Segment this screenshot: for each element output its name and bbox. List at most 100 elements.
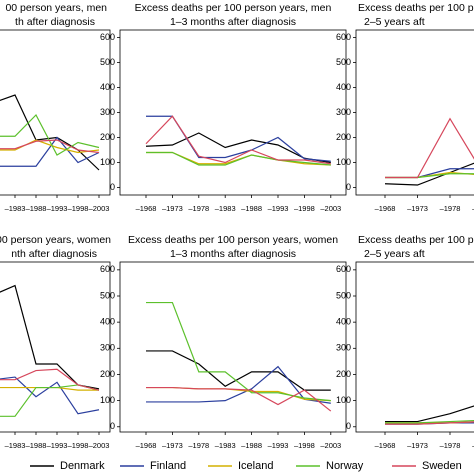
x-tick-label: –1993 (47, 204, 68, 213)
series-line (385, 421, 474, 425)
y-tick-label: 200 (100, 369, 115, 379)
x-tick-label: –1968 (136, 441, 157, 450)
x-tick-label: –1998 (294, 441, 315, 450)
series-line (0, 376, 100, 415)
series-line (385, 405, 474, 423)
x-tick-label: –1993 (47, 441, 68, 450)
plot-frame (0, 29, 111, 196)
x-tick-label: –1973 (407, 441, 428, 450)
series-line (146, 365, 331, 404)
series-line (385, 419, 474, 424)
series-line (0, 139, 100, 154)
y-tick-label: 100 (336, 395, 351, 405)
x-tick-label: –1988 (26, 441, 47, 450)
y-tick-label: 400 (336, 82, 351, 92)
x-tick-label: –1983 (472, 441, 474, 450)
legend-label: Norway (326, 460, 364, 472)
plot-frame (0, 261, 111, 433)
x-tick-label: –1988 (241, 441, 262, 450)
x-tick-label: –1978 (188, 204, 209, 213)
y-tick-label: 300 (336, 107, 351, 117)
chart-title: Excess deaths per 100 person years, wome… (128, 234, 338, 246)
chart-subtitle: 1–3 months after diagnosis (170, 16, 296, 28)
y-tick-label: 500 (100, 290, 115, 300)
x-tick-label: –1998 (294, 204, 315, 213)
legend-label: Denmark (60, 460, 105, 472)
y-tick-label: 400 (100, 317, 115, 327)
chart-title: Excess deaths per 100 p (358, 234, 474, 246)
chart-title: 00 person years, women (0, 234, 111, 246)
series-line (0, 136, 100, 167)
y-tick-label: 200 (100, 132, 115, 142)
y-tick-label: 300 (100, 343, 115, 353)
x-tick-label: –2003 (320, 204, 341, 213)
legend-label: Sweden (422, 460, 462, 472)
x-tick-label: –1968 (375, 441, 396, 450)
y-tick-label: 600 (100, 264, 115, 274)
series-line (0, 368, 100, 391)
x-tick-label: –1983 (5, 441, 26, 450)
x-tick-label: –1973 (162, 441, 183, 450)
y-tick-label: 0 (346, 182, 351, 192)
chart-subtitle: th after diagnosis (15, 16, 95, 28)
y-tick-label: 500 (336, 290, 351, 300)
x-tick-label: –1998 (68, 204, 89, 213)
chart-subtitle: 2–5 years aft (364, 16, 425, 28)
y-tick-label: 400 (100, 82, 115, 92)
y-tick-label: 600 (336, 32, 351, 42)
chart-subtitle: nth after diagnosis (11, 248, 97, 260)
y-tick-label: 100 (100, 395, 115, 405)
legend-label: Finland (150, 460, 186, 472)
plot-frame (119, 29, 347, 196)
y-tick-label: 600 (100, 32, 115, 42)
x-tick-label: –1988 (241, 204, 262, 213)
x-tick-label: –1983 (472, 204, 474, 213)
x-tick-label: –1998 (68, 441, 89, 450)
series-line (146, 151, 331, 166)
chart-title: Excess deaths per 100 person years, men (135, 2, 332, 14)
series-line (0, 113, 100, 156)
y-tick-label: 200 (336, 369, 351, 379)
y-tick-label: 200 (336, 132, 351, 142)
x-tick-label: –2003 (320, 441, 341, 450)
chart-title: 00 person years, men (5, 2, 107, 14)
x-tick-label: –1978 (440, 204, 461, 213)
y-tick-label: 100 (100, 157, 115, 167)
series-line (146, 350, 331, 391)
y-tick-label: 600 (336, 264, 351, 274)
y-tick-label: 400 (336, 317, 351, 327)
series-line (385, 117, 474, 179)
x-tick-label: –1978 (440, 441, 461, 450)
series-line (145, 132, 331, 164)
x-tick-label: –1973 (407, 204, 428, 213)
series-line (146, 301, 331, 402)
x-tick-label: –1983 (215, 204, 236, 213)
x-tick-label: –1988 (26, 204, 47, 213)
x-tick-label: –1983 (215, 441, 236, 450)
series-line (0, 139, 100, 154)
x-tick-label: –2003 (89, 441, 110, 450)
y-tick-label: 500 (100, 57, 115, 67)
x-tick-label: –2003 (89, 204, 110, 213)
chart-subtitle: 2–5 years aft (364, 248, 425, 260)
series-line (384, 162, 474, 186)
legend-label: Iceland (238, 460, 273, 472)
x-tick-label: –1993 (268, 441, 289, 450)
y-tick-label: 0 (346, 421, 351, 431)
x-tick-label: –1993 (268, 204, 289, 213)
chart-title: Excess deaths per 100 p (358, 2, 474, 14)
chart-subtitle: 1–3 months after diagnosis (170, 248, 296, 260)
y-tick-label: 300 (100, 107, 115, 117)
series-line (0, 94, 100, 171)
y-tick-label: 300 (336, 343, 351, 353)
y-tick-label: 0 (110, 182, 115, 192)
x-tick-label: –1983 (5, 204, 26, 213)
series-line (0, 284, 100, 390)
plot-frame (119, 261, 347, 433)
plot-frame (355, 261, 474, 433)
x-tick-label: –1968 (136, 204, 157, 213)
series-line (146, 115, 331, 162)
y-tick-label: 500 (336, 57, 351, 67)
x-tick-label: –1968 (375, 204, 396, 213)
